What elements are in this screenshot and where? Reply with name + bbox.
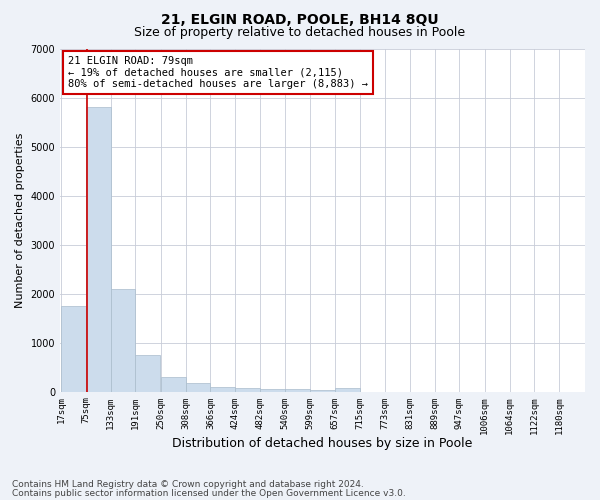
Bar <box>136 355 160 392</box>
Text: Contains HM Land Registry data © Crown copyright and database right 2024.: Contains HM Land Registry data © Crown c… <box>12 480 364 489</box>
Bar <box>86 107 110 392</box>
X-axis label: Distribution of detached houses by size in Poole: Distribution of detached houses by size … <box>172 437 473 450</box>
Text: Size of property relative to detached houses in Poole: Size of property relative to detached ho… <box>134 26 466 39</box>
Bar <box>335 388 360 392</box>
Bar <box>61 306 86 392</box>
Bar <box>161 377 185 392</box>
Bar <box>211 387 235 392</box>
Text: 21 ELGIN ROAD: 79sqm
← 19% of detached houses are smaller (2,115)
80% of semi-de: 21 ELGIN ROAD: 79sqm ← 19% of detached h… <box>68 56 368 89</box>
Bar <box>260 390 285 392</box>
Bar <box>110 289 136 392</box>
Text: 21, ELGIN ROAD, POOLE, BH14 8QU: 21, ELGIN ROAD, POOLE, BH14 8QU <box>161 12 439 26</box>
Bar <box>285 390 310 392</box>
Bar <box>310 390 335 392</box>
Text: Contains public sector information licensed under the Open Government Licence v3: Contains public sector information licen… <box>12 488 406 498</box>
Bar <box>185 383 211 392</box>
Bar <box>235 388 260 392</box>
Y-axis label: Number of detached properties: Number of detached properties <box>15 132 25 308</box>
